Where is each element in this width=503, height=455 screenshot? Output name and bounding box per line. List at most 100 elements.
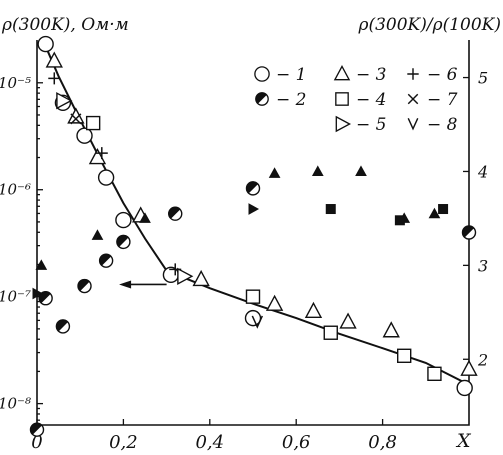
x-axis-label: X (455, 430, 472, 452)
data-point-filled-triangle (311, 165, 324, 176)
x-tick-label: 0,6 (282, 432, 311, 453)
y-left-tick-label: 10⁻⁶ (0, 181, 31, 199)
data-point-half-circle-shape (462, 225, 475, 238)
data-point-open-circle (37, 35, 54, 53)
y-right-tick-label: 3 (478, 256, 488, 275)
data-point-open-triangle-shape (45, 51, 63, 68)
legend-label: − 8 (427, 115, 458, 135)
data-point-half-circle (29, 422, 45, 437)
legend-marker-check-shape (407, 118, 419, 131)
data-point-open-square-shape (427, 366, 442, 381)
legend-item: − 2 (255, 90, 306, 110)
data-point-filled-square-shape (438, 204, 449, 215)
data-point-half-circle (461, 225, 477, 240)
data-point-filled-right-triangle (248, 203, 260, 215)
legend: − 1 − 2 − 3 − 4 − 5 − 6 − 7 − 8 (254, 64, 458, 135)
data-point-plus-shape (48, 72, 61, 85)
data-point-filled-triangle-shape (91, 229, 104, 240)
axes-frame (36, 40, 470, 426)
data-point-check-shape (251, 315, 264, 329)
data-point-right-triangle (56, 92, 73, 110)
data-point-open-triangle (192, 269, 210, 287)
data-point-filled-triangle-shape (35, 259, 48, 270)
data-point-filled-triangle (268, 167, 281, 178)
data-point-filled-triangle (355, 165, 367, 176)
legend-label: − 5 (356, 115, 386, 135)
data-point-filled-triangle (428, 207, 441, 219)
data-point-open-square (397, 348, 412, 363)
y-left-tick-label: 10⁻⁷ (0, 288, 31, 306)
data-point-open-triangle (382, 321, 400, 338)
fit-curve (44, 45, 470, 386)
data-point-half-circle (38, 291, 53, 306)
legend-label: − 6 (427, 65, 458, 85)
data-point-open-triangle (304, 301, 323, 318)
data-point-open-triangle (67, 107, 85, 124)
legend-item: − 8 (407, 115, 458, 135)
data-point-open-circle (97, 169, 115, 186)
data-point-open-triangle-shape (67, 107, 85, 124)
data-point-plus (95, 147, 108, 160)
curve-layer (44, 45, 470, 386)
legend-item: − 6 (407, 65, 458, 85)
data-point-open-circle-shape (37, 35, 54, 53)
data-point-half-circle (77, 278, 92, 294)
x-tick-label: 0,8 (368, 432, 397, 453)
data-point-half-circle-shape (116, 234, 129, 248)
legend-item: − 3 (333, 64, 386, 85)
data-point-open-circle-shape (456, 379, 473, 397)
y-right-tick-label: 5 (478, 69, 488, 88)
x-tick-label: 0,2 (109, 432, 138, 453)
marks-layer (29, 35, 478, 437)
data-point-open-triangle (45, 51, 63, 68)
data-point-open-circle (456, 379, 473, 397)
y-right-tick-label: 2 (477, 350, 488, 369)
data-point-filled-triangle-shape (355, 165, 367, 176)
data-point-filled-right-triangle (32, 287, 44, 300)
legend-label: − 4 (356, 90, 386, 110)
y-left-tick-label: 10⁻⁵ (0, 74, 31, 92)
data-point-open-triangle-shape (460, 359, 478, 376)
data-point-open-triangle-shape (265, 294, 284, 311)
data-point-open-triangle-shape (304, 301, 323, 318)
data-point-open-triangle (460, 359, 478, 376)
data-point-open-triangle-shape (382, 321, 400, 338)
data-point-half-circle-shape (30, 422, 43, 436)
data-point-check (251, 315, 264, 329)
arrow-head (119, 280, 132, 289)
data-point-open-triangle-shape (339, 312, 357, 329)
data-point-open-square-shape (323, 325, 338, 340)
data-point-open-triangle (339, 312, 357, 329)
data-point-filled-triangle-shape (311, 165, 324, 176)
legend-marker-open-circle-shape (254, 66, 270, 82)
data-point-open-circle-shape (115, 211, 132, 229)
data-point-open-square (323, 325, 338, 340)
data-point-open-triangle-shape (192, 269, 210, 287)
data-point-plus-shape (169, 263, 182, 276)
data-point-half-circle (98, 253, 114, 268)
legend-marker-open-triangle (333, 64, 351, 81)
data-point-half-circle (116, 234, 131, 250)
legend-marker-half-circle-shape (255, 92, 268, 105)
data-point-filled-square (394, 215, 405, 226)
y-left-label: ρ(300K), Ом·м (1, 15, 129, 35)
data-point-open-square-shape (245, 289, 261, 304)
data-point-plus (48, 72, 61, 85)
data-point-filled-triangle (91, 229, 104, 240)
legend-marker-cross-shape (407, 93, 419, 105)
data-point-right-triangle-shape (177, 267, 194, 285)
data-point-open-square-shape (397, 348, 412, 363)
legend-item: − 7 (407, 90, 458, 110)
legend-marker-right-triangle (335, 115, 352, 133)
data-point-open-triangle (88, 148, 107, 165)
data-point-right-triangle-shape (56, 92, 73, 110)
data-point-half-circle-shape (168, 206, 181, 220)
data-point-filled-square-shape (325, 204, 336, 215)
data-point-right-triangle (177, 267, 194, 285)
legend-marker-right-triangle-shape (335, 115, 352, 133)
data-point-cross (70, 113, 82, 125)
data-point-half-circle-shape (246, 181, 259, 194)
data-point-half-circle (168, 206, 183, 221)
legend-marker-half-circle (255, 92, 269, 106)
data-point-half-circle (55, 319, 71, 334)
